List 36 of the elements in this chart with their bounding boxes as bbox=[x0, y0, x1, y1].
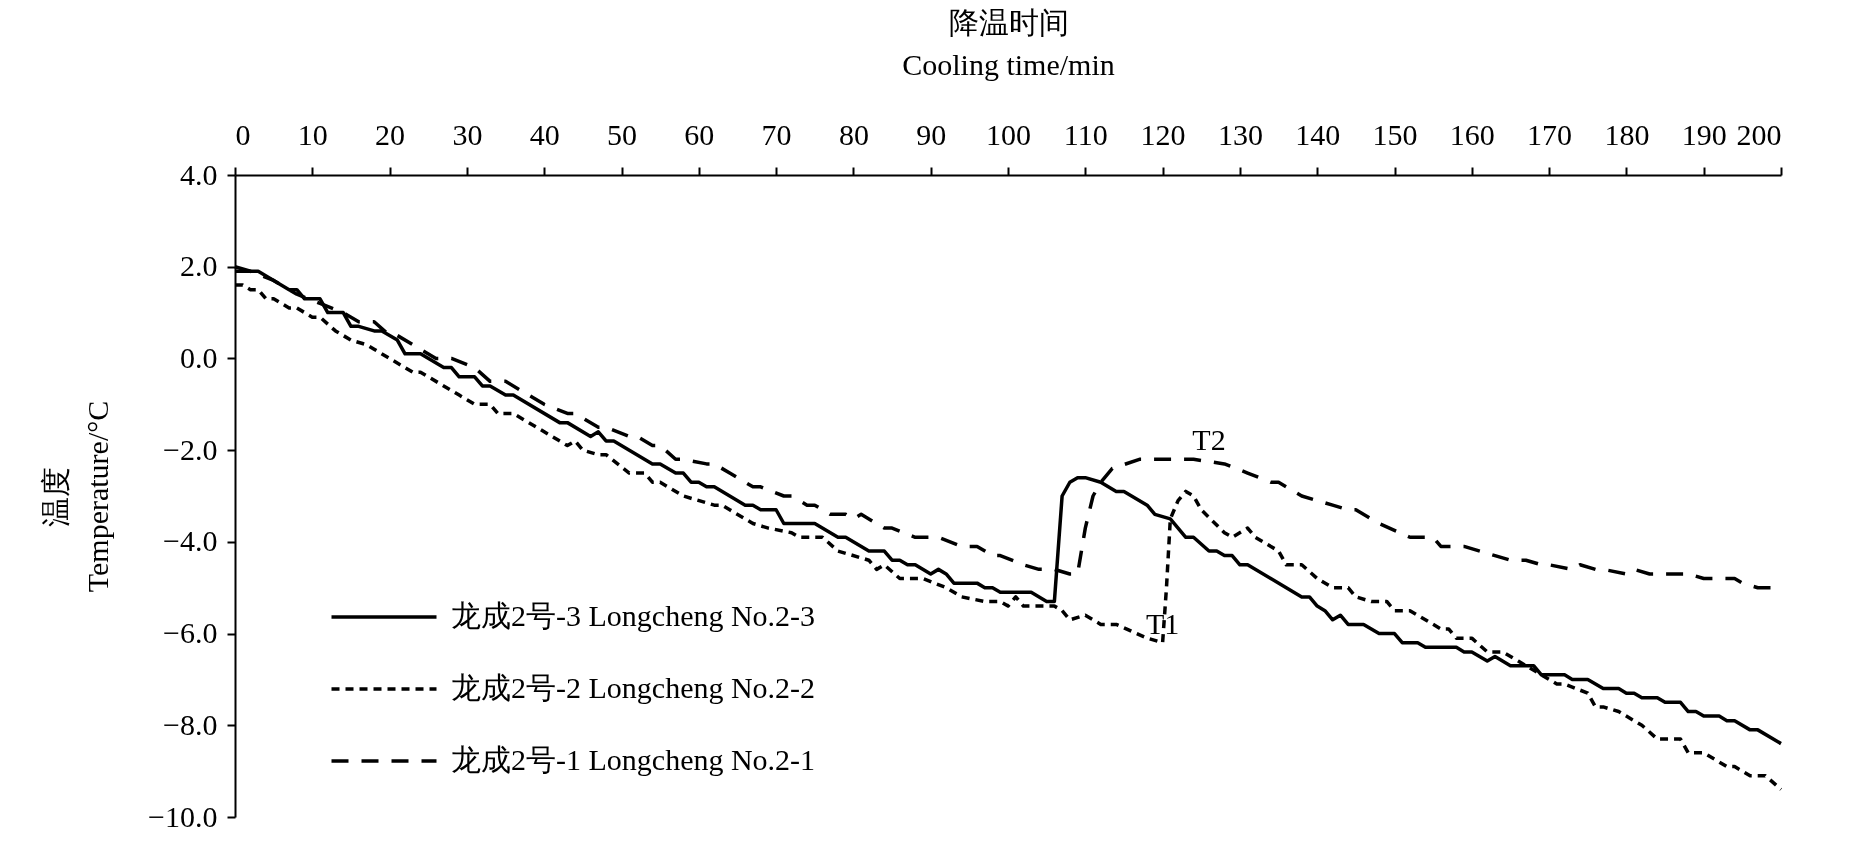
x-tick-label: 140 bbox=[1295, 117, 1341, 151]
x-tick-label: 40 bbox=[529, 117, 560, 151]
legend-label: 龙成2号-1 Longcheng No.2-1 bbox=[451, 743, 816, 776]
y-tick-label: −6.0 bbox=[163, 616, 218, 650]
annotation: T1 bbox=[1145, 606, 1180, 640]
y-tick-label: −4.0 bbox=[163, 524, 218, 558]
x-tick-label: 10 bbox=[297, 117, 328, 151]
x-tick-label: 60 bbox=[684, 117, 715, 151]
x-tick-label: 120 bbox=[1140, 117, 1186, 151]
y-axis-title: 温度 Temperature/°C bbox=[39, 400, 115, 593]
y-tick-label: 4.0 bbox=[180, 157, 218, 191]
x-tick-label: 80 bbox=[838, 117, 869, 151]
x-tick-label: 70 bbox=[761, 117, 792, 151]
legend-label: 龙成2号-3 Longcheng No.2-3 bbox=[451, 599, 816, 632]
x-tick-label: 190 bbox=[1681, 117, 1727, 151]
x-tick-label: 130 bbox=[1217, 117, 1263, 151]
y-tick-label: −10.0 bbox=[148, 799, 218, 833]
x-tick-label: 110 bbox=[1063, 117, 1108, 151]
x-tick-label: 30 bbox=[452, 117, 483, 151]
legend-label: 龙成2号-2 Longcheng No.2-2 bbox=[451, 671, 816, 704]
x-tick-label: 200 bbox=[1736, 117, 1782, 151]
x-tick-label: 90 bbox=[916, 117, 947, 151]
y-tick-label: −8.0 bbox=[163, 707, 218, 741]
annotation: T2 bbox=[1192, 423, 1226, 457]
y-tick-label: 0.0 bbox=[180, 340, 218, 374]
y-tick-label: −2.0 bbox=[163, 432, 218, 466]
x-tick-label: 50 bbox=[607, 117, 637, 151]
x-tick-label: 180 bbox=[1604, 117, 1650, 151]
x-tick-label: 100 bbox=[986, 117, 1031, 151]
y-tick-label: 2.0 bbox=[180, 249, 218, 283]
x-tick-label: 160 bbox=[1449, 117, 1495, 151]
x-axis-title: 降温时间 Cooling time/min bbox=[902, 5, 1115, 81]
x-tick-label: 0 bbox=[235, 117, 251, 151]
x-tick-label: 150 bbox=[1372, 117, 1418, 151]
x-tick-label: 20 bbox=[375, 117, 406, 151]
x-tick-label: 170 bbox=[1527, 117, 1573, 151]
